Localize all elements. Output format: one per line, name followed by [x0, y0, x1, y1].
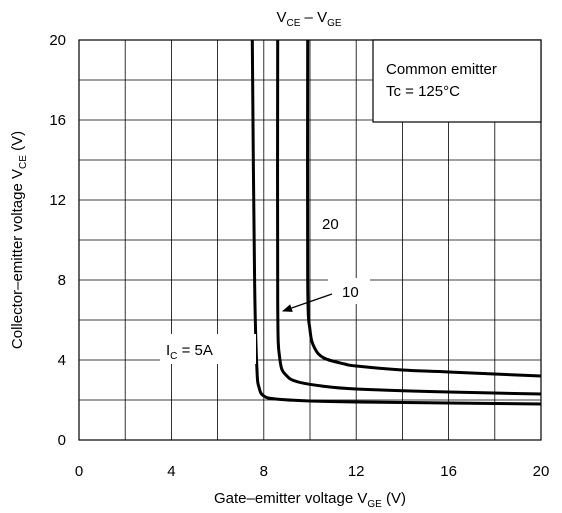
y-tick-labels: 0 4 8 12 16 20	[49, 32, 66, 449]
y-axis-label: Collector–emitter voltage VCE (V)	[9, 131, 29, 349]
x-tick-label: 0	[75, 463, 83, 480]
series-lines	[250, 39, 542, 406]
y-tick-label: 0	[58, 432, 66, 449]
x-tick-label: 16	[440, 463, 457, 480]
x-tick-label: 8	[260, 463, 268, 480]
annotation-line-1: Common emitter	[386, 61, 497, 78]
y-tick-label: 4	[58, 352, 66, 369]
curve-label-10: 10	[342, 284, 359, 301]
series-line-ic-10	[276, 39, 542, 396]
annotation-box	[372, 39, 542, 123]
curve-label-10-arrow	[282, 293, 333, 312]
grid-lines	[79, 40, 541, 440]
y-tick-label: 8	[58, 272, 66, 289]
curve-label-10-bg	[328, 278, 370, 304]
curve-label-ic: IC = 5A	[166, 342, 213, 362]
y-tick-label: 20	[49, 32, 66, 49]
series-line-ic-20	[306, 39, 542, 378]
chart-title: VCE – VGE	[276, 9, 341, 29]
y-tick-label: 16	[49, 112, 66, 129]
x-tick-label: 20	[533, 463, 550, 480]
plot-frame	[78, 39, 542, 441]
series-line-ic-5	[250, 39, 542, 406]
curve-label-20: 20	[322, 216, 339, 233]
x-tick-label: 12	[348, 463, 365, 480]
x-tick-label: 4	[167, 463, 175, 480]
curve-label-ic-bg	[160, 334, 256, 364]
x-axis-label: Gate–emitter voltage VGE (V)	[214, 490, 406, 510]
x-tick-labels: 0 4 8 12 16 20	[75, 463, 550, 480]
annotation-line-2: Tc = 125°C	[386, 83, 460, 100]
y-tick-label: 12	[49, 192, 66, 209]
